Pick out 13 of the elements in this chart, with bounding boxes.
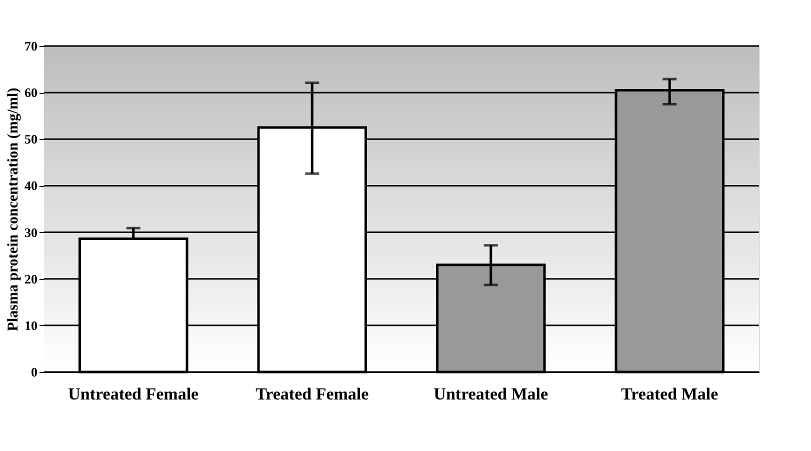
y-tick-label: 10 xyxy=(24,318,38,333)
x-tick-label: Treated Female xyxy=(256,384,370,404)
y-tick-label: 0 xyxy=(31,364,38,380)
x-tick-label: Treated Male xyxy=(621,384,719,404)
y-tick-label: 60 xyxy=(24,85,38,100)
y-tick-label: 40 xyxy=(24,178,38,194)
y-tick-label: 20 xyxy=(24,271,38,286)
x-tick-label: Untreated Female xyxy=(68,384,200,404)
y-tick-label: 70 xyxy=(24,38,38,54)
x-tick-label: Untreated Male xyxy=(434,384,549,404)
y-tick-label: 50 xyxy=(24,132,38,147)
y-tick-label: 30 xyxy=(24,224,38,240)
y-axis-title: Plasma protein concentration (mg/ml) xyxy=(6,88,22,332)
